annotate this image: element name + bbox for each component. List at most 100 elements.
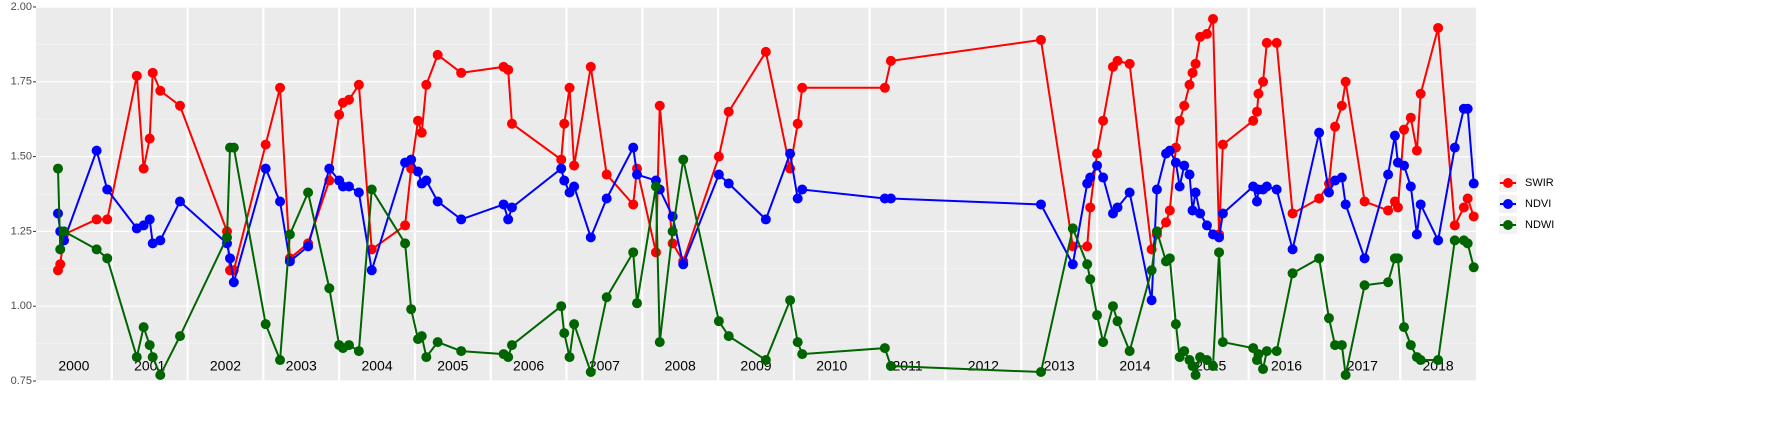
data-point (601, 193, 612, 204)
data-point (275, 196, 286, 207)
data-point (1287, 208, 1298, 219)
data-point (400, 238, 411, 249)
data-point (421, 175, 432, 186)
data-point (797, 184, 808, 195)
year-label: 2000 (58, 358, 89, 374)
data-point (412, 166, 423, 177)
data-point (1468, 178, 1479, 189)
data-point (1217, 208, 1228, 219)
data-point (59, 226, 70, 237)
data-point (1389, 130, 1400, 141)
data-point (228, 142, 239, 153)
data-point (1085, 172, 1096, 183)
data-point (155, 235, 166, 246)
data-point (260, 139, 271, 150)
y-tick-label: 1.75 (11, 76, 32, 88)
data-point (432, 49, 443, 60)
year-label: 2014 (1119, 358, 1150, 374)
data-point (131, 70, 142, 81)
data-point (1092, 160, 1103, 171)
data-point (260, 319, 271, 330)
data-point (284, 256, 295, 267)
data-point (1201, 28, 1212, 39)
data-point (1179, 160, 1190, 171)
data-point (260, 163, 271, 174)
data-point (792, 337, 803, 348)
y-tick-label: 0.75 (11, 375, 32, 387)
data-point (1208, 361, 1219, 372)
data-point (432, 196, 443, 207)
data-point (1179, 346, 1190, 357)
data-point (366, 265, 377, 276)
data-point (503, 64, 514, 75)
data-point (654, 100, 665, 111)
data-point (1208, 13, 1219, 24)
data-point (155, 85, 166, 96)
data-point (797, 349, 808, 360)
data-point (1314, 127, 1325, 138)
data-point (324, 283, 335, 294)
data-point (1098, 172, 1109, 183)
data-point (52, 208, 63, 219)
data-point (144, 214, 155, 225)
data-point (1067, 223, 1078, 234)
data-point (654, 337, 665, 348)
year-label: 2016 (1271, 358, 1302, 374)
data-point (556, 154, 567, 165)
data-point (1462, 238, 1473, 249)
data-point (1433, 355, 1444, 366)
data-point (564, 82, 575, 93)
legend-label: NDWI (1525, 219, 1554, 231)
data-point (1261, 37, 1272, 48)
data-point (1340, 199, 1351, 210)
data-point (506, 340, 517, 351)
year-label: 2006 (513, 358, 544, 374)
data-point (1261, 346, 1272, 357)
data-point (1449, 235, 1460, 246)
data-point (585, 232, 596, 243)
data-point (421, 79, 432, 90)
data-point (678, 259, 689, 270)
data-point (131, 352, 142, 363)
data-point (225, 253, 236, 264)
data-point (1330, 121, 1341, 132)
data-point (91, 214, 102, 225)
data-point (1085, 202, 1096, 213)
year-label: 2005 (437, 358, 468, 374)
data-point (723, 331, 734, 342)
data-point (1098, 115, 1109, 126)
data-point (406, 304, 417, 315)
data-point (406, 154, 417, 165)
data-point (506, 118, 517, 129)
data-point (1124, 58, 1135, 69)
data-point (1383, 169, 1394, 180)
data-point (1405, 340, 1416, 351)
data-point (1449, 142, 1460, 153)
data-point (1082, 259, 1093, 270)
data-point (1323, 313, 1334, 324)
data-point (1190, 187, 1201, 198)
data-point (1405, 112, 1416, 123)
data-point (559, 328, 570, 339)
data-point (1164, 205, 1175, 216)
data-point (353, 79, 364, 90)
data-point (91, 145, 102, 156)
data-point (1253, 349, 1264, 360)
data-point (713, 316, 724, 327)
data-point (1468, 211, 1479, 222)
data-point (1187, 205, 1198, 216)
data-point (1214, 232, 1225, 243)
data-point (628, 247, 639, 258)
data-point (55, 244, 66, 255)
data-point (556, 301, 567, 312)
data-point (1411, 229, 1422, 240)
data-point (1462, 103, 1473, 114)
data-point (1340, 370, 1351, 381)
data-point (1170, 157, 1181, 168)
data-point (344, 94, 355, 105)
data-point (601, 292, 612, 303)
data-point (1248, 115, 1259, 126)
data-point (1399, 124, 1409, 135)
data-point (879, 82, 890, 93)
data-point (1146, 265, 1157, 276)
